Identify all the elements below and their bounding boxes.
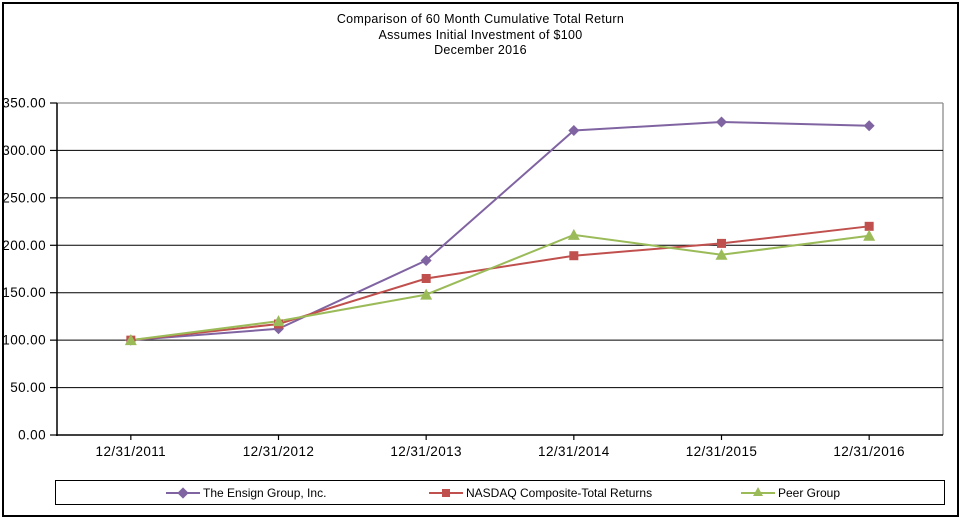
chart-canvas: 0.00 50.00 100.00 150.00 200.00 250.00 300.00 3… [2,96,944,459]
data-point-triangle [863,229,876,241]
legend-label-ensign: The Ensign Group, Inc. [203,485,327,500]
data-point-diamond [863,120,875,132]
y-tick-label: 50.00 [10,380,46,395]
data-point-triangle [567,228,580,240]
chart-title-line2: Assumes Initial Investment of $100 [378,27,583,42]
y-tick-label: 250.00 [2,190,46,205]
data-point-diamond [568,125,580,137]
x-tick-label: 12/31/2015 [686,444,758,459]
x-tick-label: 12/31/2012 [243,444,315,459]
y-tick-label: 0.00 [18,428,46,443]
data-point-diamond [420,254,432,266]
legend-label-peer: Peer Group [778,485,841,500]
y-tick-label: 100.00 [2,333,46,348]
legend-label-nasdaq: NASDAQ Composite-Total Returns [466,485,653,500]
data-point-triangle [420,288,433,300]
series-line [130,120,870,342]
data-point-triangle [124,334,137,346]
nasdaq-line-marker-icon [429,488,463,498]
chart-title-line1: Comparison of 60 Month Cumulative Total … [336,12,625,26]
y-tick-label: 200.00 [2,238,46,253]
data-point-diamond [716,116,727,128]
x-tick-label: 12/31/2016 [833,444,905,459]
legend: The Ensign Group, Inc. NASDAQ Composite-… [55,480,945,505]
y-tick-label: 150.00 [2,285,46,300]
chart-title: Comparison of 60 Month Cumulative Total … [0,12,961,59]
ensign-line-marker-icon [166,486,200,499]
data-point-square [864,221,874,231]
x-tick-label: 12/31/2014 [538,444,610,459]
peer-line-marker-icon [741,486,775,498]
y-tick-label: 300.00 [2,143,46,158]
data-point-triangle [272,315,285,327]
data-point-square [717,238,726,248]
series-line [130,225,870,342]
legend-item-ensign: The Ensign Group, Inc. [166,481,326,504]
y-tick-label: 350.00 [2,96,46,111]
data-point-square [569,251,579,261]
x-tick-label: 12/31/2011 [96,444,167,459]
chart-title-line3: December 2016 [434,43,527,57]
data-point-square [421,273,431,283]
data-point-triangle [715,248,728,260]
x-tick-label: 12/31/2013 [390,444,462,459]
series-line [130,233,870,342]
legend-item-nasdaq: NASDAQ Composite-Total Returns [429,481,652,504]
legend-item-peer: Peer Group [741,481,840,504]
